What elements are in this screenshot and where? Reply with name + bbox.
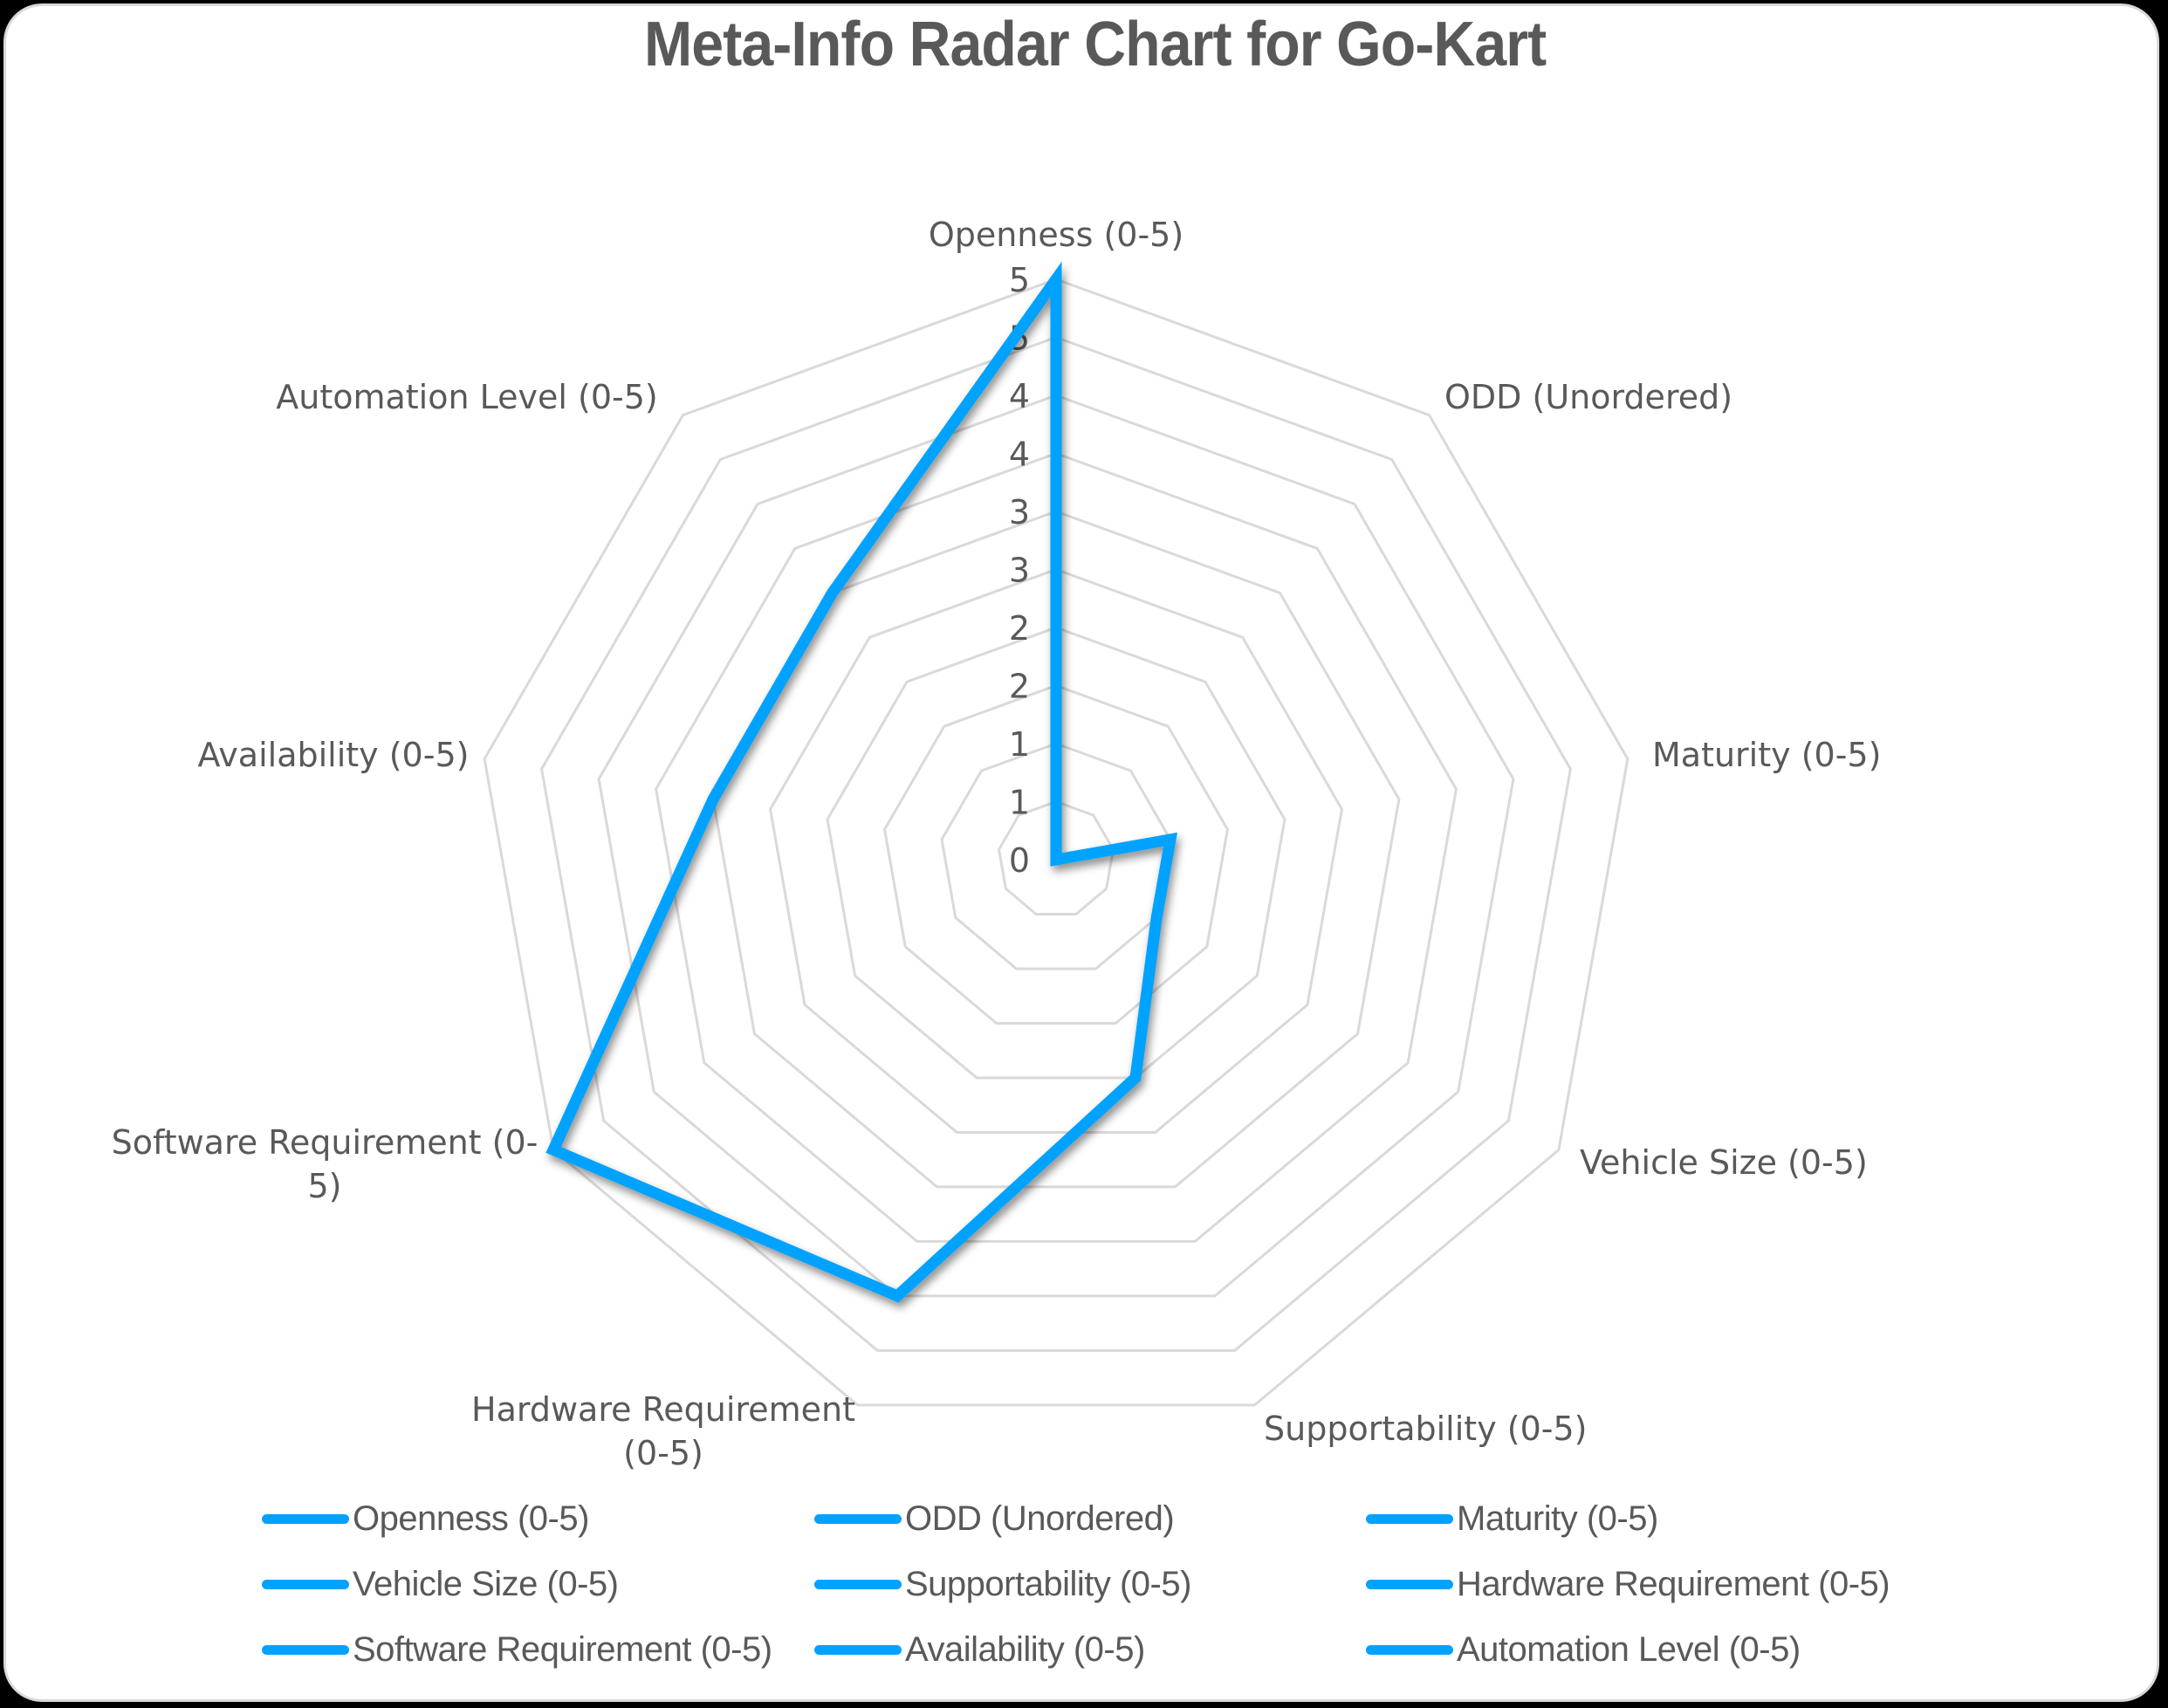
grid-ring (483, 278, 1629, 1407)
legend-label: Maturity (0-5) (1457, 1499, 1658, 1538)
legend-line-icon (262, 1644, 349, 1655)
grid-ring (997, 799, 1115, 916)
legend-label: Vehicle Size (0-5) (353, 1564, 619, 1603)
legend-item-vehicle-size[interactable]: Vehicle Size (0-5) (262, 1562, 619, 1606)
grid-ring (882, 683, 1230, 1025)
axis-label: Maturity (0-5) (1652, 736, 1881, 774)
tick-label: 3 (1009, 493, 1030, 532)
tick-label: 5 (1009, 261, 1030, 299)
legend-line-icon (1366, 1513, 1453, 1524)
legend-label: Openness (0-5) (353, 1499, 589, 1538)
legend-item-software-requirement[interactable]: Software Requirement (0-5) (262, 1628, 772, 1671)
axis-label: Automation Level (0-5) (276, 378, 658, 416)
grid-ring (768, 567, 1344, 1134)
axis-label: ODD (Unordered) (1444, 378, 1732, 416)
legend-label: Automation Level (0-5) (1457, 1629, 1801, 1669)
series-line[interactable] (545, 261, 1177, 1303)
grid-ring (540, 335, 1572, 1352)
axis-label: Supportability (0-5) (1264, 1410, 1587, 1448)
grid-ring (597, 394, 1515, 1298)
grid-ring (654, 451, 1458, 1243)
legend-item-maturity[interactable]: Maturity (0-5) (1366, 1497, 1658, 1540)
legend-line-icon (814, 1513, 902, 1524)
grid-ring (826, 626, 1286, 1080)
legend-item-automation-level[interactable]: Automation Level (0-5) (1366, 1628, 1801, 1671)
axis-label: Software Requirement (0-5) (112, 1123, 539, 1205)
axis-label: Vehicle Size (0-5) (1580, 1143, 1868, 1182)
tick-label: 1 (1009, 725, 1030, 764)
legend-label: Supportability (0-5) (905, 1564, 1191, 1603)
axis-label: Availability (0-5) (198, 736, 470, 774)
tick-label: 1 (1009, 784, 1030, 822)
legend-item-openness[interactable]: Openness (0-5) (262, 1497, 589, 1540)
legend-item-hardware-requirement[interactable]: Hardware Requirement (0-5) (1366, 1562, 1890, 1606)
legend-line-icon (262, 1513, 349, 1524)
axis-label: Hardware Requirement (0-5) (471, 1390, 855, 1472)
tick-label: 2 (1009, 609, 1030, 648)
legend-label: ODD (Unordered) (905, 1499, 1175, 1538)
legend-label: Availability (0-5) (905, 1629, 1145, 1669)
axis-label: Openness (0-5) (929, 216, 1183, 254)
tick-label: 2 (1009, 668, 1030, 706)
legend-line-icon (1366, 1579, 1453, 1589)
legend-item-supportability[interactable]: Supportability (0-5) (814, 1562, 1191, 1606)
legend-item-odd[interactable]: ODD (Unordered) (814, 1497, 1175, 1540)
legend-item-availability[interactable]: Availability (0-5) (814, 1628, 1145, 1671)
grid-ring (940, 742, 1172, 971)
chart-title: Meta-Info Radar Chart for Go-Kart (644, 10, 1547, 79)
legend-line-icon (1366, 1644, 1453, 1655)
axis-labels: Openness (0-5) ODD (Unordered) Maturity (0… (112, 216, 1882, 1472)
legend-label: Hardware Requirement (0-5) (1457, 1564, 1890, 1603)
legend-line-icon (814, 1579, 902, 1589)
legend-label: Software Requirement (0-5) (353, 1629, 772, 1669)
legend-line-icon (814, 1644, 902, 1655)
tick-label: 3 (1009, 552, 1030, 590)
tick-label: 4 (1009, 436, 1030, 474)
tick-label: 0 (1009, 841, 1030, 880)
tick-label: 4 (1009, 377, 1030, 415)
legend-line-icon (262, 1579, 349, 1589)
